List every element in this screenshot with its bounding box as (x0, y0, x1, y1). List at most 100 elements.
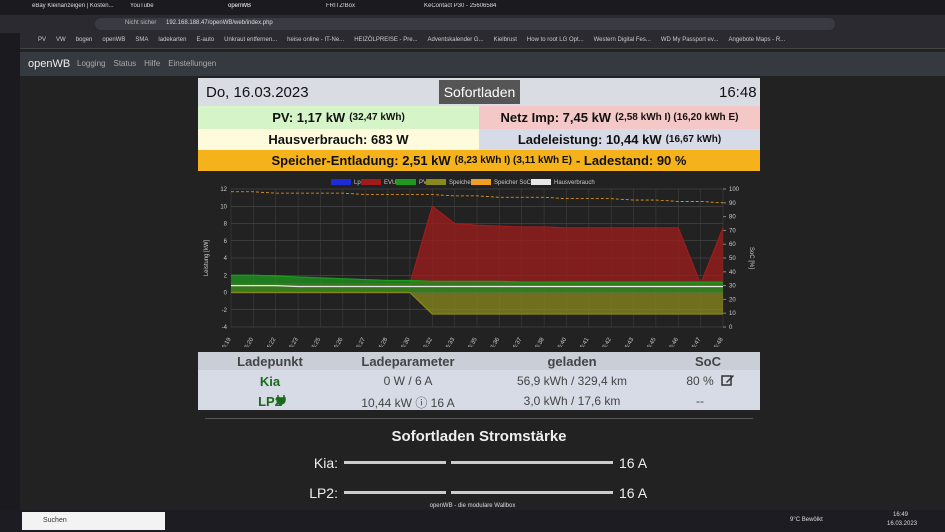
navbar (20, 52, 945, 76)
y2-tick-label: 40 (729, 270, 736, 276)
footer: openWB - die modulare Wallbox (429, 503, 516, 509)
search-text: Suchen (43, 517, 67, 524)
legend-swatch (531, 179, 551, 185)
table-header-cell: Ladepunkt (237, 354, 303, 369)
clock-time: 16:49 (893, 512, 909, 518)
nav-item[interactable]: Status (113, 59, 137, 68)
house: Hausverbrauch: 683 W (198, 129, 479, 150)
current-label: Kia: (313, 455, 338, 471)
grid: Netz Imp: 7,45 kW (2,58 kWh I) (16,20 kWh… (479, 106, 760, 129)
x-tick-label: 16:42 (600, 336, 613, 347)
slider-track[interactable] (344, 491, 446, 494)
x-tick-label: 16:46 (667, 336, 680, 347)
y2-axis-label: SoC [%] (748, 247, 754, 269)
y-tick-label: 2 (224, 273, 228, 279)
x-tick-label: 16:23 (287, 336, 300, 347)
x-tick-label: 16:20 (242, 336, 255, 347)
table-cell: 80 % (686, 374, 714, 388)
bookmarks: PV VW bogen openWB SMA ladekarten E-auto Unkrau… (38, 37, 795, 43)
bookmark[interactable]: bogen (75, 37, 93, 43)
bookmark[interactable]: VW (56, 37, 66, 43)
legend-label: Hausverbrauch (554, 180, 595, 186)
bookmark[interactable]: Adventskalender G... (427, 37, 484, 43)
brand[interactable]: openWB (28, 58, 71, 70)
chart: Leistung [kW] SoC [%] -4 -2 0 2 4 6 8 10 12 0 10 20… (204, 179, 754, 347)
table-cell: 56,9 kWh / 329,4 km (516, 374, 628, 388)
slider-track[interactable] (344, 461, 446, 464)
series-line (231, 285, 723, 288)
table-header-cell: Ladeparameter (361, 354, 455, 369)
nav-item[interactable]: Logging (77, 59, 106, 68)
mode[interactable]: Sofortladen (439, 80, 520, 104)
bookmark[interactable]: Unkraut entfernen... (224, 37, 278, 43)
legend-label: Speicher (449, 180, 473, 186)
current-value: 16 A (619, 455, 648, 471)
storage: Speicher-Entladung: 2,51 kW (8,23 kWh I) … (198, 150, 760, 171)
url-field[interactable] (95, 18, 835, 30)
bookmark[interactable]: Angebote Maps - R... (728, 37, 786, 43)
y-tick-label: 4 (224, 256, 228, 262)
charge: Ladeleistung: 10,44 kW (16,67 kWh) (479, 129, 760, 150)
x-tick-label: 16:40 (555, 336, 568, 347)
tab[interactable]: FRITZ!Box (326, 3, 356, 9)
bookmark[interactable]: WD My Passport ev... (660, 37, 719, 43)
bookmark[interactable]: heise online - IT-Ne... (287, 37, 345, 43)
storage-label: Speicher-Entladung: 2,51 kW (271, 153, 451, 168)
slider-track[interactable] (451, 491, 613, 494)
bookmark[interactable]: Western Digital Fes... (593, 37, 651, 43)
tab[interactable]: eBay Kleinanzeigen | Kosten... (32, 3, 114, 9)
charge-detail: (16,67 kWh) (665, 134, 722, 145)
table-cell: 3,0 kWh / 17,6 km (523, 394, 621, 408)
x-tick-label: 16:26 (332, 336, 345, 347)
y2-tick-label: 10 (729, 311, 736, 317)
table-body (198, 370, 760, 410)
x-tick-label: 16:36 (488, 336, 501, 347)
grid-label: Netz Imp: 7,45 kW (500, 110, 612, 125)
table-header-cell: geladen (547, 354, 597, 369)
y2-tick-label: 50 (729, 256, 736, 262)
y2-tick-label: 60 (729, 242, 736, 248)
pv: PV: 1,17 kW (32,47 kWh) (198, 106, 479, 129)
bookmark[interactable]: E-auto (196, 37, 215, 43)
tab-bar (0, 0, 945, 15)
x-tick-label: 16:41 (578, 336, 591, 347)
bookmark[interactable]: HEIZÖLPREISE - Pre... (354, 37, 418, 43)
y2-tick-label: 30 (729, 284, 736, 290)
tab[interactable]: KeContact P30 - 25606584 (424, 3, 497, 9)
nav-item[interactable]: Hilfe (144, 59, 161, 68)
edit-icon[interactable] (721, 374, 735, 386)
slider-track[interactable] (451, 461, 613, 464)
x-tick-label: 16:37 (511, 336, 524, 347)
bookmark[interactable]: openWB (102, 37, 126, 43)
tab[interactable]: YouTube (130, 3, 154, 9)
bookmark[interactable]: SMA (135, 37, 149, 43)
x-tick-label: 16:45 (645, 336, 658, 347)
clock-date: 16.03.2023 (887, 521, 918, 527)
divider (205, 418, 753, 419)
search-box[interactable] (22, 512, 165, 530)
bookmark[interactable]: PV (38, 37, 47, 43)
storage-soc: - Ladestand: 90 % (575, 153, 687, 168)
nav-item[interactable]: Einstellungen (168, 59, 217, 68)
table-header (198, 352, 760, 370)
x-tick-label: 16:27 (354, 336, 367, 347)
y2-tick-label: 70 (729, 228, 736, 234)
legend-label: Speicher SoC (494, 180, 532, 186)
x-tick-label: 16:30 (399, 336, 412, 347)
x-tick-label: 16:35 (466, 336, 479, 347)
legend-swatch (396, 179, 416, 185)
date: Do, 16.03.2023 (206, 84, 309, 101)
bookmark[interactable]: How to root LG Opt... (526, 37, 584, 43)
time: 16:48 (719, 84, 757, 101)
storage-detail: (8,23 kWh I) (3,11 kWh E) (454, 155, 572, 166)
bookmark[interactable]: Kielbrust (493, 37, 517, 43)
x-tick-label: 16:48 (712, 336, 725, 347)
series-line (231, 291, 723, 315)
legend-label: Lp1 (354, 180, 365, 186)
bookmark[interactable]: ladekarten (158, 37, 187, 43)
pv-label: PV: 1,17 kW (272, 110, 346, 125)
sidebar (0, 33, 20, 510)
taskbar (0, 510, 945, 532)
current-title: Sofortladen Stromstärke (391, 428, 567, 445)
tab[interactable]: openWB (228, 3, 252, 9)
